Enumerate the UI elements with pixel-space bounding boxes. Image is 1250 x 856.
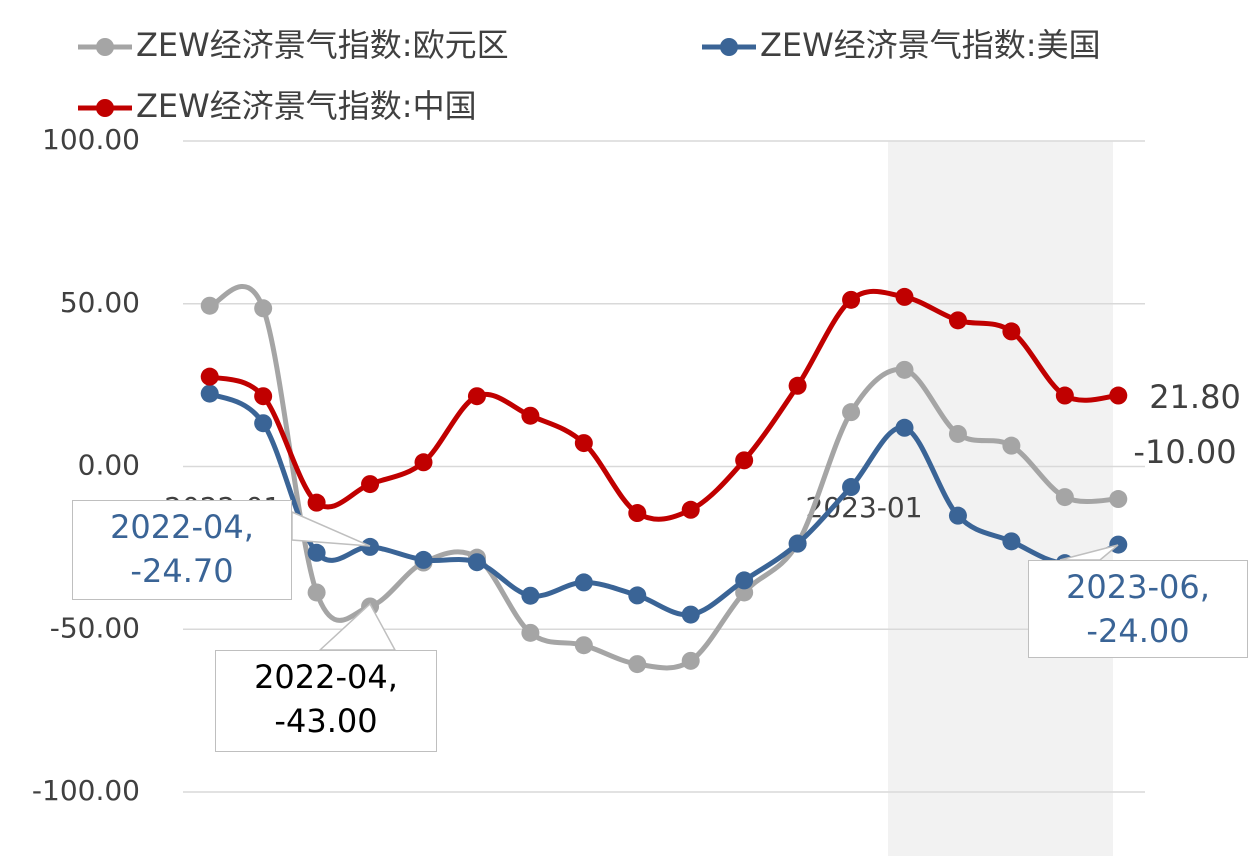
legend-label: ZEW经济景气指数:中国 (136, 87, 477, 125)
data-point (681, 500, 700, 519)
data-point (681, 605, 700, 624)
legend-label: ZEW经济景气指数:美国 (760, 26, 1101, 64)
data-point (1055, 386, 1074, 405)
data-label: 21.80 (1149, 378, 1241, 416)
data-point (1055, 488, 1074, 507)
data-point (414, 550, 433, 569)
data-point (948, 424, 967, 443)
data-point (842, 403, 861, 422)
y-tick-label: 50.00 (60, 286, 140, 319)
data-point (895, 418, 914, 437)
data-point (788, 376, 807, 395)
data-point (521, 406, 540, 425)
data-point (521, 623, 540, 642)
data-point (307, 493, 326, 512)
y-tick-label: -50.00 (50, 611, 140, 644)
data-point (628, 586, 647, 605)
data-label: 2023-06, -24.00 (1028, 560, 1248, 658)
data-point (1002, 436, 1021, 455)
data-point (307, 543, 326, 562)
data-point (1109, 386, 1128, 405)
y-tick-label: -100.00 (32, 774, 140, 807)
y-tick-label: 0.00 (78, 449, 140, 482)
data-point (1002, 322, 1021, 341)
legend-swatch-dot (720, 38, 738, 56)
data-point (948, 506, 967, 525)
data-point (628, 655, 647, 674)
data-point (895, 360, 914, 379)
data-point (735, 571, 754, 590)
data-point (361, 475, 380, 494)
data-point (681, 651, 700, 670)
legend-swatch-dot (96, 99, 114, 117)
legend-swatch-dot (96, 38, 114, 56)
data-point (788, 534, 807, 553)
data-point (200, 367, 219, 386)
data-point (307, 583, 326, 602)
data-point (200, 384, 219, 403)
data-point (1109, 490, 1128, 509)
data-point (574, 434, 593, 453)
data-label: 2022-04, -24.70 (72, 500, 292, 600)
data-point (414, 453, 433, 472)
data-point (200, 296, 219, 315)
data-point (735, 451, 754, 470)
data-point (574, 573, 593, 592)
data-point (842, 478, 861, 497)
legend-label: ZEW经济景气指数:欧元区 (136, 26, 509, 64)
data-label: -10.00 (1133, 433, 1237, 471)
data-point (628, 504, 647, 523)
data-point (467, 553, 486, 572)
callout-pointer (291, 510, 371, 547)
data-label: 2022-04, -43.00 (215, 650, 437, 752)
data-point (948, 311, 967, 330)
data-point (521, 586, 540, 605)
data-point (574, 636, 593, 655)
data-point (1002, 532, 1021, 551)
data-point (254, 387, 273, 406)
y-tick-label: 100.00 (42, 123, 140, 156)
data-point (254, 299, 273, 318)
data-point (254, 414, 273, 433)
data-point (895, 287, 914, 306)
data-point (467, 387, 486, 406)
data-point (361, 537, 380, 556)
data-point (842, 290, 861, 309)
